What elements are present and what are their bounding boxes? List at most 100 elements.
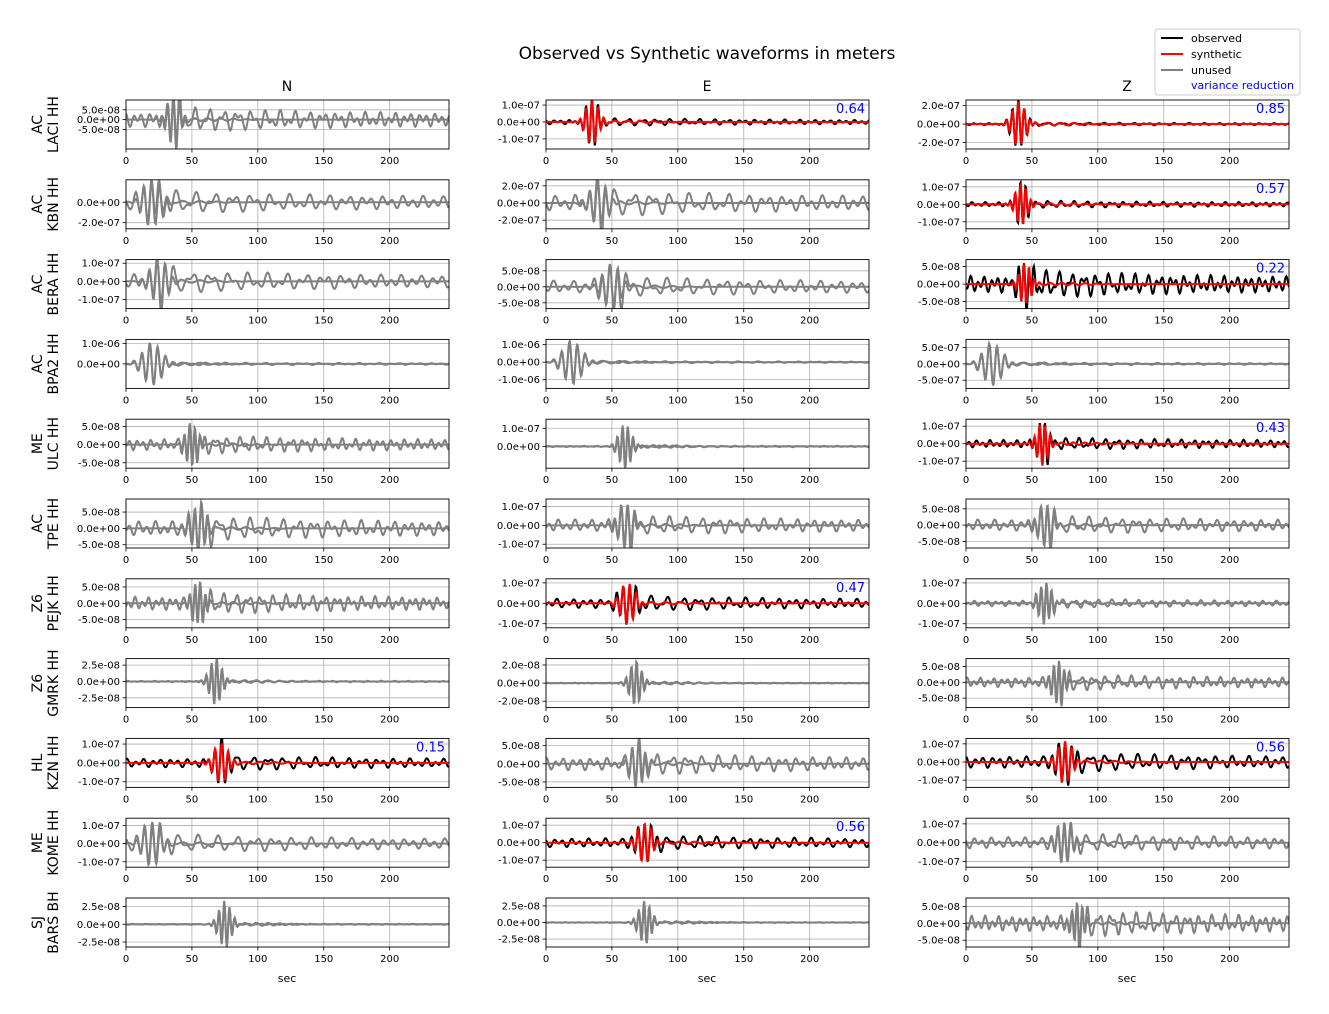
axes-frame [545,737,870,788]
x-tick-label: 0 [123,874,129,885]
x-tick-label: 200 [800,794,819,805]
x-tick-label: 150 [314,715,333,726]
x-tick-label: 150 [314,156,333,167]
panel-3-z: 0 50 100 150 200 5.0e-08 0.0e+00 -5.0e-08 0.22 [917,259,1290,327]
y-tick-label: -5.0e-08 [918,694,960,705]
x-tick-label: 0 [543,715,549,726]
x-tick-label: 100 [248,316,267,327]
station-code-label: KBN HH [46,177,62,232]
x-tick-label: 100 [248,156,267,167]
axes-frame [545,418,870,469]
unused-trace-observed [966,502,1289,548]
y-tick-label: -1.0e-07 [498,540,540,551]
x-tick-label: 0 [543,156,549,167]
x-tick-label: 200 [800,635,819,646]
x-tick-label: 200 [1220,236,1239,247]
axes-frame [125,658,450,709]
y-tick-label: -5.0e-08 [918,936,960,947]
x-tick-label: 200 [800,954,819,965]
y-tick-label: 0.0e+00 [77,524,120,535]
y-tick-label: -1.0e-06 [498,375,540,386]
x-tick-label: 50 [186,395,199,406]
y-tick-label: 1.0e-07 [922,739,960,750]
synthetic-trace [966,181,1289,225]
station-code-label: BERA HH [46,253,62,316]
y-tick-label: -5.0e-08 [78,540,120,551]
unused-trace-synthetic [966,660,1289,704]
x-tick-label: 200 [1220,395,1239,406]
y-tick-label: 2.0e-07 [922,101,960,112]
y-tick-label: 1.0e-07 [922,578,960,589]
x-tick-label: 50 [606,156,619,167]
station-code-label: BARS BH [46,891,62,953]
unused-trace-synthetic [966,901,1289,945]
station-network-label: ME [30,433,46,454]
panel-5-z: 0 50 100 150 200 1.0e-07 0.0e+00 -1.0e-07 0.43 [917,418,1290,486]
x-tick-label: 0 [123,555,129,566]
x-tick-label: 150 [1154,475,1173,486]
x-tick-label: 100 [668,874,687,885]
axes-frame [545,658,870,709]
y-tick-label: -2.0e-07 [78,218,120,229]
x-tick-label: 200 [1220,874,1239,885]
x-tick-label: 50 [1026,874,1039,885]
x-tick-label: 0 [123,236,129,247]
station-network-label: AC [30,195,46,214]
synthetic-trace [966,424,1289,466]
panel-10-n: 0 50 100 150 200 1.0e-07 0.0e+00 -1.0e-07 ME KOME… [30,810,450,885]
y-tick-label: 5.0e-08 [82,582,120,593]
x-tick-label: 150 [1154,316,1173,327]
y-tick-label: -5.0e-07 [918,376,960,387]
x-tick-label: 0 [963,715,969,726]
axes-frame [125,99,450,150]
y-tick-label: 5.0e-08 [82,422,120,433]
y-tick-label: -1.0e-07 [498,619,540,630]
panel-3-n: 0 50 100 150 200 1.0e-07 0.0e+00 -1.0e-07 AC BERA… [30,253,450,327]
variance-reduction-value: 0.43 [1256,421,1285,436]
axes-frame [125,737,450,788]
y-tick-label: -5.0e-08 [918,537,960,548]
x-tick-label: 50 [1026,236,1039,247]
x-tick-label: 200 [800,316,819,327]
y-tick-label: 0.0e+00 [497,282,540,293]
y-tick-label: -5.0e-08 [78,615,120,626]
synthetic-trace [966,264,1289,304]
variance-reduction-value: 0.64 [836,102,865,117]
unused-trace-synthetic [966,583,1289,625]
x-tick-label: 100 [1088,236,1107,247]
x-tick-label: 100 [248,395,267,406]
x-tick-label: 0 [963,874,969,885]
unused-trace-synthetic [126,821,449,868]
x-tick-label: 100 [668,954,687,965]
y-tick-label: -1.0e-07 [918,776,960,787]
y-tick-label: 2.0e-07 [502,181,540,192]
x-tick-label: 0 [963,555,969,566]
x-tick-label: 0 [543,475,549,486]
y-tick-label: 2.0e-08 [502,660,540,671]
y-tick-label: -5.0e-08 [78,458,120,469]
x-tick-label: 200 [380,874,399,885]
panel-7-z: 0 50 100 150 200 1.0e-07 0.0e+00 -1.0e-07 [917,578,1290,646]
x-tick-label: 150 [314,954,333,965]
y-tick-label: -1.0e-07 [918,619,960,630]
unused-trace-synthetic [126,179,449,227]
x-axis-label-n: sec [278,972,297,985]
x-tick-label: 50 [1026,395,1039,406]
station-code-label: KOME HH [46,810,62,876]
x-tick-label: 100 [1088,395,1107,406]
x-tick-label: 50 [606,794,619,805]
y-tick-label: -1.0e-07 [918,457,960,468]
x-tick-label: 200 [1220,475,1239,486]
x-tick-label: 50 [186,156,199,167]
axes-frame [965,498,1290,549]
panel-11-z: 0 50 100 150 200 5.0e-08 0.0e+00 -5.0e-08 [917,897,1290,965]
y-tick-label: 5.0e-07 [922,343,960,354]
y-tick-label: 1.0e-07 [922,182,960,193]
x-tick-label: 50 [186,954,199,965]
y-tick-label: 0.0e+00 [917,120,960,131]
x-tick-label: 50 [606,395,619,406]
y-tick-label: 0.0e+00 [917,280,960,291]
x-tick-label: 100 [1088,316,1107,327]
station-code-label: BPA2 HH [46,333,62,394]
x-tick-label: 150 [314,635,333,646]
